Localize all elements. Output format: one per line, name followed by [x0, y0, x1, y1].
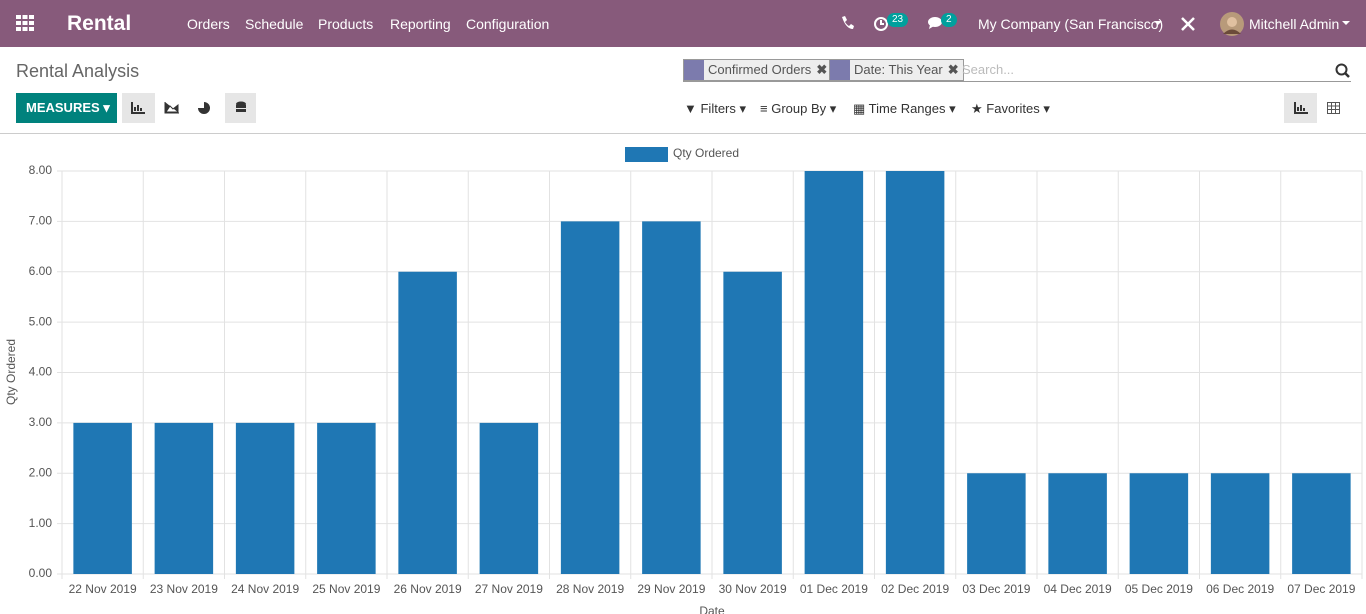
- bar: [398, 271, 457, 574]
- x-tick-label: 28 Nov 2019: [556, 582, 624, 596]
- filters-menu[interactable]: ▼ Filters ▾: [684, 101, 747, 116]
- measures-label: MEASURES: [26, 100, 100, 115]
- facet-label: Date: This Year: [854, 62, 943, 77]
- bar: [73, 422, 132, 574]
- x-tick-label: 25 Nov 2019: [312, 582, 380, 596]
- legend-swatch: [625, 147, 668, 162]
- debug-icon[interactable]: [1181, 17, 1195, 31]
- facet-remove[interactable]: ✖: [816, 62, 828, 77]
- bar: [885, 171, 945, 574]
- bar: [967, 473, 1026, 574]
- x-tick-label: 23 Nov 2019: [150, 582, 218, 596]
- menu-item[interactable]: Reporting: [390, 16, 451, 32]
- x-axis-label: Date: [699, 604, 725, 614]
- app-name[interactable]: Rental: [67, 12, 132, 35]
- bar: [154, 422, 214, 574]
- bar: [560, 221, 620, 574]
- breadcrumb-title: Rental Analysis: [16, 61, 140, 81]
- x-tick-label: 02 Dec 2019: [881, 582, 949, 596]
- bar: [723, 271, 782, 574]
- menu-label: Time Ranges: [868, 101, 946, 116]
- x-tick-label: 27 Nov 2019: [475, 582, 543, 596]
- company-switcher[interactable]: My Company (San Francisco): [978, 16, 1164, 32]
- bar-icon: [131, 102, 145, 114]
- y-tick-label: 3.00: [29, 415, 53, 429]
- timeranges-menu[interactable]: ▦ Time Ranges ▾: [853, 101, 956, 116]
- y-tick-label: 5.00: [29, 314, 53, 328]
- caret: [1154, 21, 1162, 25]
- facet-label: Confirmed Orders: [708, 62, 812, 77]
- bar: [317, 422, 376, 574]
- y-tick-label: 1.00: [29, 516, 53, 530]
- y-axis-label: Qty Ordered: [4, 339, 18, 405]
- x-tick-label: 05 Dec 2019: [1125, 582, 1193, 596]
- search-facet[interactable]: Date: This Year ✖: [829, 59, 964, 81]
- bar: [804, 171, 864, 574]
- y-tick-label: 2.00: [29, 465, 53, 479]
- caret: [1342, 21, 1350, 25]
- activity-icon[interactable]: [874, 15, 890, 31]
- navbar: Rental Orders Schedule Products Reportin…: [0, 0, 1366, 47]
- menu-label: Group By: [771, 101, 827, 116]
- x-tick-label: 01 Dec 2019: [800, 582, 868, 596]
- y-tick-label: 8.00: [29, 163, 53, 177]
- menu-label: Favorites: [986, 101, 1040, 116]
- search-input[interactable]: Search...: [962, 62, 1015, 77]
- message-badge: 2: [941, 13, 957, 27]
- x-tick-label: 07 Dec 2019: [1287, 582, 1355, 596]
- menu-item[interactable]: Orders: [187, 16, 230, 32]
- menu-item[interactable]: Schedule: [245, 16, 304, 32]
- bar: [1210, 473, 1270, 574]
- search-icon[interactable]: [1335, 63, 1351, 79]
- bar: [235, 422, 295, 574]
- legend-label: Qty Ordered: [673, 146, 739, 160]
- x-tick-label: 06 Dec 2019: [1206, 582, 1274, 596]
- bar: [479, 422, 539, 574]
- measures-button[interactable]: MEASURES ▾: [16, 93, 117, 123]
- groupby-menu[interactable]: ≡ Group By ▾: [760, 101, 837, 116]
- y-tick-label: 0.00: [29, 566, 53, 580]
- x-tick-label: 26 Nov 2019: [394, 582, 462, 596]
- x-tick-label: 24 Nov 2019: [231, 582, 299, 596]
- apps-icon[interactable]: [16, 15, 34, 31]
- y-tick-label: 7.00: [29, 214, 53, 228]
- pivot-icon[interactable]: [1327, 102, 1340, 114]
- chat-icon[interactable]: [927, 16, 945, 30]
- line-icon[interactable]: [164, 102, 180, 114]
- menu-label: Filters: [700, 101, 736, 116]
- chart: Qty Ordered Date 0.00 1.00 2.00 3.00 4.00 5.0…: [4, 146, 1363, 614]
- avatar[interactable]: [1220, 12, 1244, 36]
- facet-remove[interactable]: ✖: [947, 62, 959, 77]
- stack-icon: [236, 101, 246, 112]
- y-tick-label: 6.00: [29, 264, 53, 278]
- bar: [1292, 473, 1351, 574]
- x-tick-label: 30 Nov 2019: [719, 582, 787, 596]
- user-menu[interactable]: Mitchell Admin: [1249, 16, 1340, 32]
- bar: [642, 221, 701, 574]
- y-tick-label: 4.00: [29, 365, 53, 379]
- x-tick-label: 22 Nov 2019: [69, 582, 137, 596]
- phone-icon[interactable]: [840, 15, 854, 31]
- x-tick-label: 04 Dec 2019: [1044, 582, 1112, 596]
- pie-icon[interactable]: [197, 101, 211, 115]
- control-panel: Rental Analysis Confirmed Orders ✖ Date: …: [0, 47, 1366, 134]
- bar: [1048, 473, 1107, 574]
- bar: [1129, 473, 1189, 574]
- x-tick-label: 03 Dec 2019: [962, 582, 1030, 596]
- favorites-menu[interactable]: ★ Favorites ▾: [971, 101, 1050, 116]
- menu-item[interactable]: Configuration: [466, 16, 550, 32]
- search-underline: [683, 81, 1351, 82]
- activity-badge: 23: [887, 13, 909, 27]
- menu-item[interactable]: Products: [318, 16, 374, 32]
- graph-icon: [1294, 102, 1308, 114]
- x-tick-label: 29 Nov 2019: [637, 582, 705, 596]
- search-facet[interactable]: Confirmed Orders ✖: [683, 59, 833, 81]
